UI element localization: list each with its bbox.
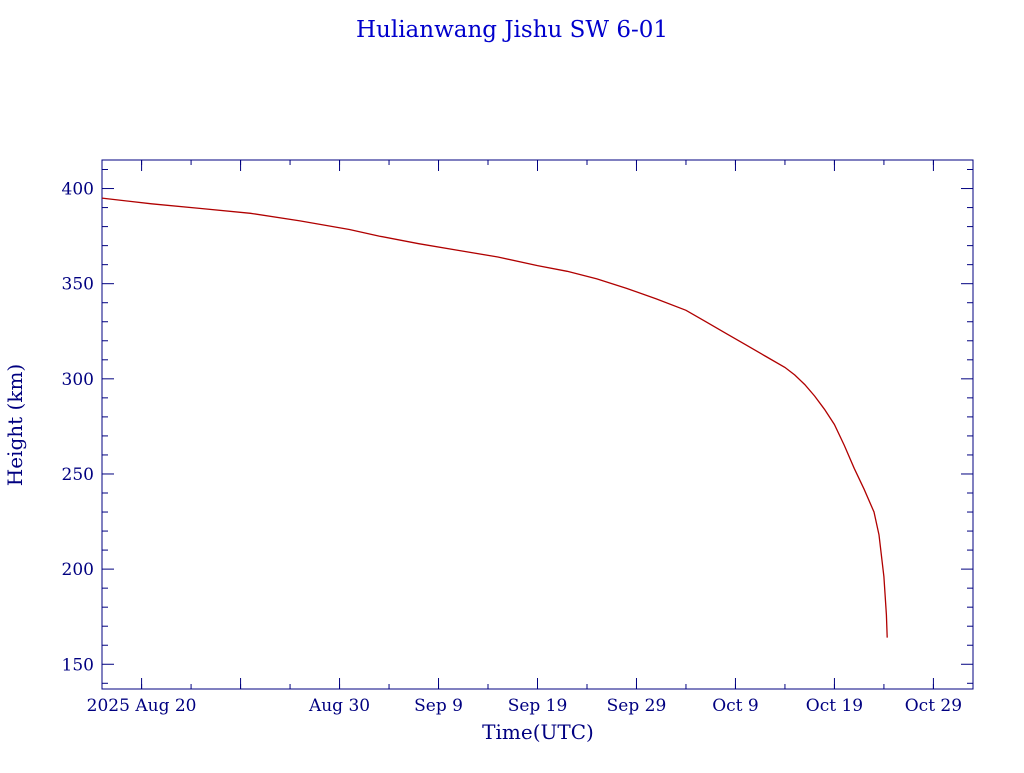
y-tick-label: 400 — [62, 180, 94, 200]
y-axis-label: Height (km) — [3, 364, 27, 486]
x-tick-label: Oct 19 — [806, 696, 863, 716]
x-tick-label: Sep 29 — [607, 696, 667, 716]
x-tick-label: Aug 30 — [308, 696, 370, 716]
y-tick-label: 200 — [62, 560, 94, 580]
x-tick-label: Sep 19 — [508, 696, 568, 716]
y-tick-label: 350 — [62, 275, 94, 295]
x-tick-label: Sep 9 — [414, 696, 463, 716]
x-axis-label: Time(UTC) — [482, 720, 594, 744]
y-tick-label: 150 — [62, 655, 94, 675]
x-tick-label: 2025 Aug 20 — [87, 696, 197, 716]
chart-title: Hulianwang Jishu SW 6-01 — [356, 17, 668, 43]
tick-label-layer: 2025 Aug 20 Aug 30 Sep 9 Sep 19 Sep 29 Oct 9 O… — [62, 180, 963, 716]
y-tick-label: 300 — [62, 370, 94, 390]
x-tick-label: Oct 29 — [905, 696, 962, 716]
tick-layer — [102, 160, 973, 689]
x-tick-label: Oct 9 — [712, 696, 759, 716]
height-series-line — [101, 197, 888, 638]
y-tick-label: 250 — [62, 465, 94, 485]
